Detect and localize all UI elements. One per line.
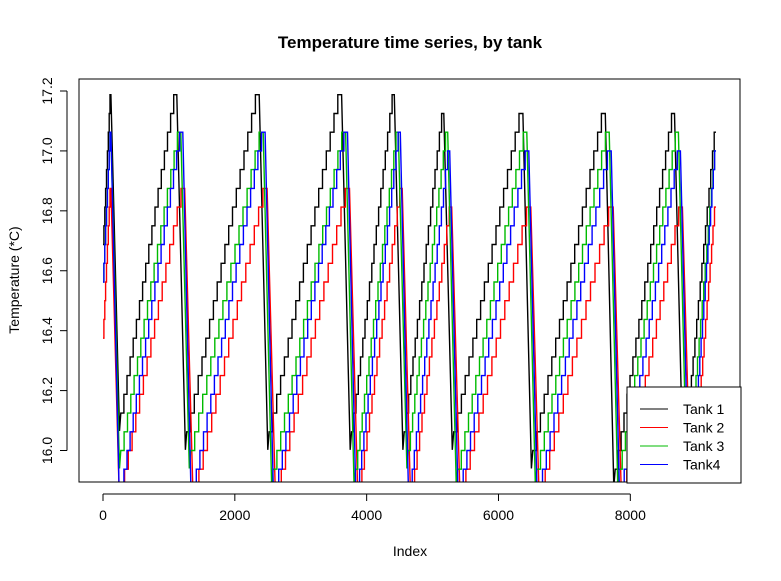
x-axis: 0 2000 4000 6000 8000 <box>99 493 646 523</box>
x-tick-label: 2000 <box>219 507 250 523</box>
y-tick-label: 16.2 <box>39 377 55 404</box>
y-axis-label: Temperature (*C) <box>6 226 22 333</box>
y-tick-label: 16.8 <box>39 197 55 224</box>
legend-label: Tank4 <box>683 457 721 473</box>
legend-box <box>626 386 742 484</box>
series-line-3 <box>103 131 716 482</box>
legend: Tank 1 Tank 2 Tank 3 Tank4 <box>626 386 742 484</box>
x-tick-label: 0 <box>99 507 107 523</box>
y-tick-label: 16.0 <box>39 437 55 464</box>
y-tick-label: 17.0 <box>39 137 55 164</box>
legend-label: Tank 2 <box>683 420 724 436</box>
x-tick-label: 6000 <box>483 507 514 523</box>
plot-frame <box>78 78 741 483</box>
x-tick-label: 8000 <box>615 507 646 523</box>
series-line-1 <box>103 94 716 482</box>
y-tick-label: 17.2 <box>39 77 55 104</box>
series-layer <box>103 94 716 482</box>
x-tick-label: 4000 <box>351 507 382 523</box>
y-tick-label: 16.6 <box>39 257 55 284</box>
y-axis: 16.0 16.2 16.4 16.6 16.8 17.0 17.2 <box>39 77 68 464</box>
x-axis-label: Index <box>393 543 427 559</box>
series-line-2 <box>103 187 716 482</box>
y-tick-label: 16.4 <box>39 317 55 344</box>
chart-title: Temperature time series, by tank <box>278 33 543 52</box>
legend-label: Tank 1 <box>683 401 724 417</box>
legend-label: Tank 3 <box>683 438 724 454</box>
series-line-4 <box>103 131 716 482</box>
